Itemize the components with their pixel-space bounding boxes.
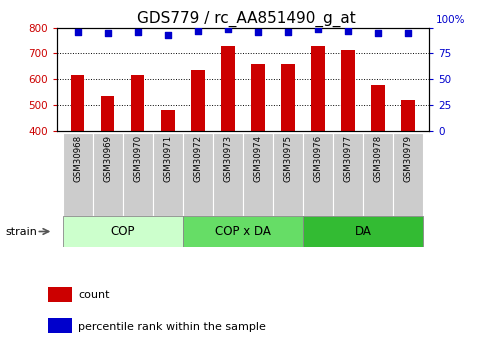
Bar <box>161 110 175 131</box>
Bar <box>243 133 273 216</box>
Text: GSM30972: GSM30972 <box>193 135 202 183</box>
Bar <box>153 133 183 216</box>
Bar <box>311 46 324 131</box>
Text: GSM30974: GSM30974 <box>253 135 262 183</box>
Text: GSM30977: GSM30977 <box>343 135 352 183</box>
Point <box>374 30 382 36</box>
Bar <box>341 50 354 131</box>
Text: count: count <box>78 290 110 300</box>
Bar <box>303 133 333 216</box>
Point <box>404 30 412 36</box>
Bar <box>401 100 415 131</box>
Text: GSM30976: GSM30976 <box>314 135 322 183</box>
Bar <box>183 216 303 247</box>
Text: GSM30978: GSM30978 <box>373 135 383 183</box>
Text: GSM30969: GSM30969 <box>103 135 112 182</box>
Point <box>284 29 292 34</box>
Text: GSM30973: GSM30973 <box>223 135 232 183</box>
Bar <box>281 64 295 131</box>
Text: GSM30970: GSM30970 <box>133 135 142 183</box>
Text: percentile rank within the sample: percentile rank within the sample <box>78 322 266 332</box>
Bar <box>213 133 243 216</box>
Point <box>314 26 322 31</box>
Bar <box>363 133 393 216</box>
Point <box>104 30 112 36</box>
Text: GSM30971: GSM30971 <box>163 135 172 183</box>
Text: 100%: 100% <box>436 15 465 25</box>
Point <box>74 29 82 34</box>
Text: strain: strain <box>5 227 37 237</box>
Bar <box>101 96 114 131</box>
Text: GDS779 / rc_AA851490_g_at: GDS779 / rc_AA851490_g_at <box>137 10 356 27</box>
Point <box>224 26 232 31</box>
Text: GSM30968: GSM30968 <box>73 135 82 183</box>
Bar <box>48 287 72 302</box>
Bar <box>123 133 153 216</box>
Text: GSM30975: GSM30975 <box>283 135 292 183</box>
Text: COP: COP <box>110 225 135 238</box>
Text: GSM30979: GSM30979 <box>403 135 413 182</box>
Bar <box>221 46 235 131</box>
Bar <box>71 75 84 131</box>
Bar <box>251 64 265 131</box>
Bar <box>393 133 423 216</box>
Bar <box>183 133 213 216</box>
Bar <box>63 216 183 247</box>
Point <box>254 29 262 34</box>
Bar <box>371 85 385 131</box>
Point <box>344 28 352 33</box>
Bar <box>63 133 93 216</box>
Text: DA: DA <box>354 225 371 238</box>
Bar <box>93 133 123 216</box>
Bar <box>273 133 303 216</box>
Point <box>194 28 202 33</box>
Bar <box>191 70 205 131</box>
Point <box>134 29 141 34</box>
Point <box>164 32 172 38</box>
Bar <box>131 76 144 131</box>
Bar <box>303 216 423 247</box>
Text: COP x DA: COP x DA <box>215 225 271 238</box>
Bar <box>48 318 72 333</box>
Bar <box>333 133 363 216</box>
